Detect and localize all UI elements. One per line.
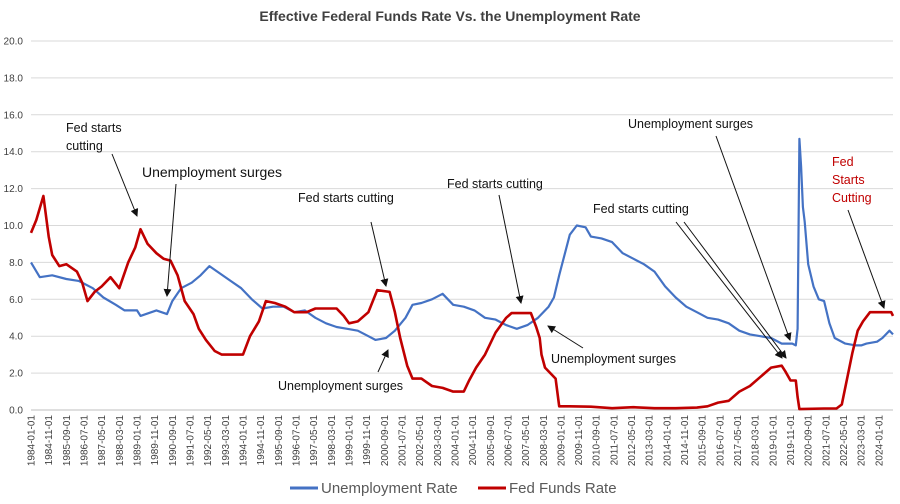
x-tick-label: 2009-01-01: [556, 415, 567, 467]
x-tick-label: 2022-05-01: [839, 415, 850, 467]
arrow-unemp-surge-1: [163, 183, 177, 297]
x-tick-label: 1985-09-01: [62, 415, 73, 467]
x-tick-label: 2018-03-01: [751, 415, 762, 467]
annotation-fed-cut-4: Fed starts cutting: [593, 202, 689, 216]
x-axis-tick-labels: 1984-01-01 1984-11-01 1985-09-01 1986-07-01…: [27, 415, 886, 467]
x-tick-label: 2004-01-01: [450, 415, 461, 467]
legend: Unemployment Rate Fed Funds Rate: [290, 480, 617, 497]
series-lines: [29, 137, 895, 411]
arrow-fed-cut-4: [675, 221, 783, 359]
x-tick-label: 2008-03-01: [539, 415, 550, 467]
x-tick-label: 2004-11-01: [468, 415, 479, 466]
annotation-fed-cut-1-line2: cutting: [66, 139, 103, 153]
arrow-unemp-surge-3: [547, 325, 584, 349]
y-tick-label: 14.0: [4, 147, 24, 158]
annotation-fed-cut-1-line1: Fed starts: [66, 121, 122, 135]
annotation-unemp-surge-2: Unemployment surges: [278, 379, 403, 393]
arrow-fed-cut-3: [498, 194, 524, 304]
x-tick-label: 2020-09-01: [804, 415, 815, 467]
annotation-fed-cut-2: Fed starts cutting: [298, 191, 394, 205]
x-tick-label: 1998-03-01: [327, 415, 338, 467]
annotation-unemp-surge-1: Unemployment surges: [142, 164, 282, 180]
arrow-fed-cut-1: [111, 153, 139, 217]
series-line-unemployment-rate: [30, 137, 894, 347]
x-tick-label: 1986-07-01: [79, 415, 90, 467]
annotation-unemp-surge-4: Unemployment surges: [628, 117, 753, 131]
arrow-fed-cut-4b: [683, 221, 787, 359]
annotation-fed-cut-5-line3: Cutting: [832, 191, 872, 205]
x-tick-label: 1992-05-01: [203, 415, 214, 467]
x-tick-label: 2021-07-01: [821, 415, 832, 467]
y-axis-tick-labels: 0.0 2.0 4.0 6.0 8.0 10.0 12.0 14.0 16.0 18.0 20.0: [4, 37, 24, 417]
y-tick-label: 6.0: [9, 295, 23, 306]
x-tick-label: 2016-07-01: [715, 415, 726, 467]
annotation-arrows: [111, 135, 886, 373]
x-tick-label: 2007-05-01: [521, 415, 532, 467]
x-tick-label: 1999-01-01: [344, 415, 355, 467]
y-tick-label: 10.0: [4, 221, 24, 232]
x-tick-label: 2011-07-01: [609, 415, 620, 466]
x-tick-label: 2023-03-01: [857, 415, 868, 467]
x-tick-label: 2013-03-01: [645, 415, 656, 467]
annotation-unemp-surge-3: Unemployment surges: [551, 352, 676, 366]
x-tick-label: 2010-09-01: [592, 415, 603, 467]
x-tick-label: 2006-07-01: [503, 415, 514, 467]
y-tick-label: 4.0: [9, 332, 23, 343]
x-tick-label: 1984-01-01: [27, 415, 38, 467]
x-tick-label: 1995-09-01: [274, 415, 285, 467]
x-tick-label: 2014-01-01: [662, 415, 673, 467]
x-tick-label: 2000-09-01: [380, 415, 391, 467]
chart-title: Effective Federal Funds Rate Vs. the Une…: [259, 8, 640, 24]
x-tick-label: 2003-03-01: [433, 415, 444, 467]
arrow-unemp-surge-4: [715, 135, 792, 341]
y-tick-label: 12.0: [4, 184, 24, 195]
x-tick-label: 2024-01-01: [874, 415, 885, 467]
annotation-fed-cut-5-line2: Starts: [832, 173, 865, 187]
x-tick-label: 1994-01-01: [238, 415, 249, 467]
x-tick-label: 1984-11-01: [44, 415, 55, 466]
x-tick-label: 1997-05-01: [309, 415, 320, 467]
x-tick-label: 1999-11-01: [362, 415, 373, 466]
x-tick-label: 1991-07-01: [185, 415, 196, 467]
y-tick-label: 16.0: [4, 110, 24, 121]
y-tick-label: 8.0: [9, 258, 23, 269]
x-tick-label: 2009-11-01: [574, 415, 585, 466]
annotation-fed-cut-3: Fed starts cutting: [447, 177, 543, 191]
y-tick-label: 0.0: [9, 406, 23, 417]
x-tick-label: 1994-11-01: [256, 415, 267, 466]
x-tick-label: 1990-09-01: [168, 415, 179, 467]
x-tick-label: 2019-01-01: [768, 415, 779, 467]
x-tick-label: 2019-11-01: [786, 415, 797, 466]
x-tick-label: 2001-07-01: [397, 415, 408, 467]
x-tick-label: 1996-07-01: [291, 415, 302, 467]
x-tick-label: 1987-05-01: [97, 415, 108, 467]
y-tick-label: 2.0: [9, 369, 23, 380]
x-tick-label: 2002-05-01: [415, 415, 426, 467]
series-line-fed-funds-rate: [29, 194, 895, 411]
annotation-fed-cut-5-line1: Fed: [832, 155, 854, 169]
arrow-fed-cut-2: [370, 221, 389, 287]
legend-label-unemployment: Unemployment Rate: [321, 480, 458, 497]
arrow-fed-cut-5: [847, 209, 886, 309]
x-tick-label: 1993-03-01: [221, 415, 232, 467]
arrow-unemp-surge-2: [377, 349, 389, 373]
x-tick-label: 2014-11-01: [680, 415, 691, 466]
x-tick-label: 2017-05-01: [733, 415, 744, 467]
y-tick-label: 18.0: [4, 73, 24, 84]
x-tick-label: 2015-09-01: [698, 415, 709, 467]
x-tick-label: 2005-09-01: [486, 415, 497, 467]
x-tick-label: 1988-03-01: [115, 415, 126, 467]
x-tick-label: 2012-05-01: [627, 415, 638, 467]
x-tick-label: 1989-01-01: [132, 415, 143, 467]
y-tick-label: 20.0: [4, 37, 24, 48]
legend-label-fed-funds: Fed Funds Rate: [509, 480, 617, 497]
x-tick-label: 1989-11-01: [150, 415, 161, 466]
